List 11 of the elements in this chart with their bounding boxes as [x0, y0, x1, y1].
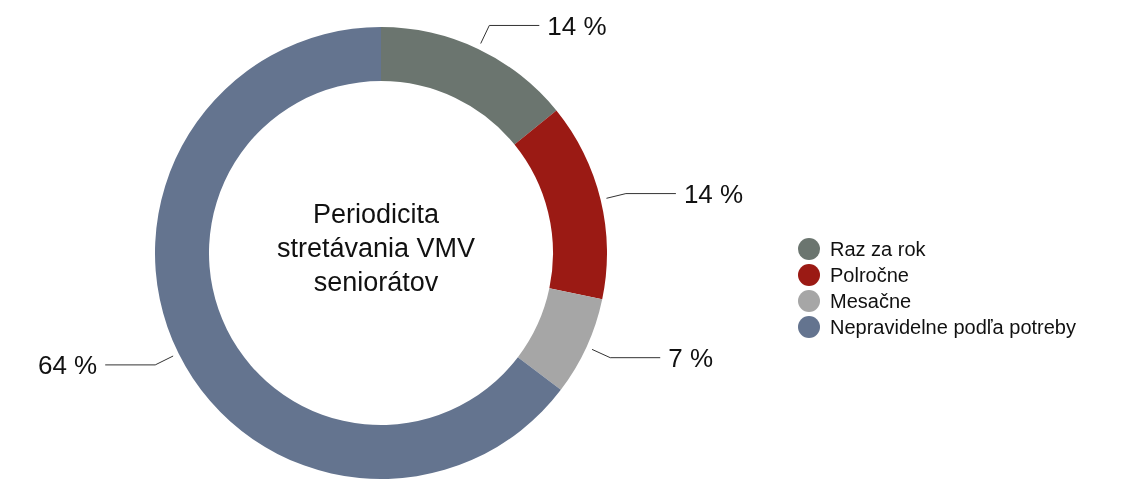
donut-slice — [514, 110, 607, 300]
legend-label: Nepravidelne podľa potreby — [830, 315, 1076, 340]
text: Periodicita stretávania VMV seniorátov — [275, 198, 477, 299]
donut-slice — [517, 288, 603, 390]
data-label: 64 % — [37, 350, 98, 380]
data-label: 7 % — [668, 342, 714, 373]
legend-label: Polročne — [830, 263, 909, 288]
legend-label: Mesačne — [830, 289, 912, 314]
data-label: 14 % — [683, 178, 744, 209]
data-label: 14 % — [547, 10, 607, 41]
legend-label: Raz za rok — [830, 237, 926, 262]
